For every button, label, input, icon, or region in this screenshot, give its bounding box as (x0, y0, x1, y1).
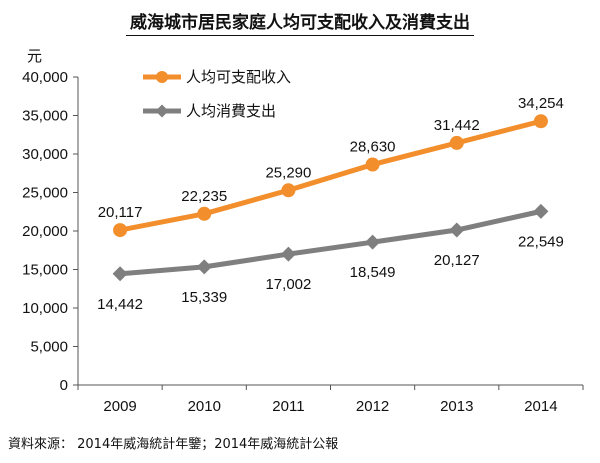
data-label: 22,549 (518, 233, 564, 250)
x-tick-label: 2009 (103, 398, 136, 415)
series-line (119, 118, 542, 233)
y-tick-label: 10,000 (22, 300, 68, 317)
data-point (112, 266, 128, 282)
x-tick-label: 2012 (356, 398, 389, 415)
data-point (533, 114, 548, 129)
y-tick-label: 15,000 (22, 262, 68, 279)
data-label: 15,339 (181, 289, 227, 306)
legend-marker (156, 71, 168, 83)
data-label: 25,290 (265, 164, 311, 181)
data-point (281, 183, 296, 198)
data-point (533, 203, 549, 219)
y-tick-label: 40,000 (22, 69, 68, 86)
data-point (365, 234, 381, 250)
data-point (196, 259, 212, 275)
data-label: 20,117 (98, 204, 143, 221)
data-label: 14,442 (97, 296, 143, 313)
source-note: 資料來源： 2014年威海統計年鑒；2014年威海統計公報 (8, 437, 339, 452)
data-label: 18,549 (350, 264, 396, 281)
data-point (365, 157, 380, 172)
legend-label: 人均可支配收入 (186, 68, 291, 86)
y-tick-label: 25,000 (22, 185, 68, 202)
data-point (280, 246, 296, 262)
series-line (119, 208, 542, 277)
chart-title: 威海城市居民家庭人均可支配收入及消費支出 (0, 8, 600, 36)
data-label: 34,254 (518, 95, 564, 112)
y-tick-label: 35,000 (22, 108, 68, 125)
data-label: 28,630 (350, 139, 396, 156)
data-point (449, 135, 464, 150)
data-point (197, 206, 212, 221)
data-label: 31,442 (434, 117, 480, 134)
x-tick-label: 2014 (524, 398, 557, 415)
data-label: 17,002 (265, 276, 311, 293)
y-tick-label: 30,000 (22, 146, 68, 163)
data-label: 20,127 (434, 252, 480, 269)
x-tick-label: 2011 (272, 398, 304, 415)
data-label: 22,235 (181, 188, 227, 205)
y-tick-label: 20,000 (22, 223, 68, 240)
y-tick-label: 5,000 (30, 339, 68, 356)
y-axis-unit-label: 元 (27, 47, 43, 65)
y-tick-label: 0 (60, 377, 68, 394)
data-point (449, 222, 465, 238)
legend-label: 人均消費支出 (186, 102, 276, 120)
legend-marker (155, 104, 169, 118)
data-point (113, 223, 128, 238)
x-tick-label: 2010 (188, 398, 221, 415)
x-tick-label: 2013 (440, 398, 473, 415)
